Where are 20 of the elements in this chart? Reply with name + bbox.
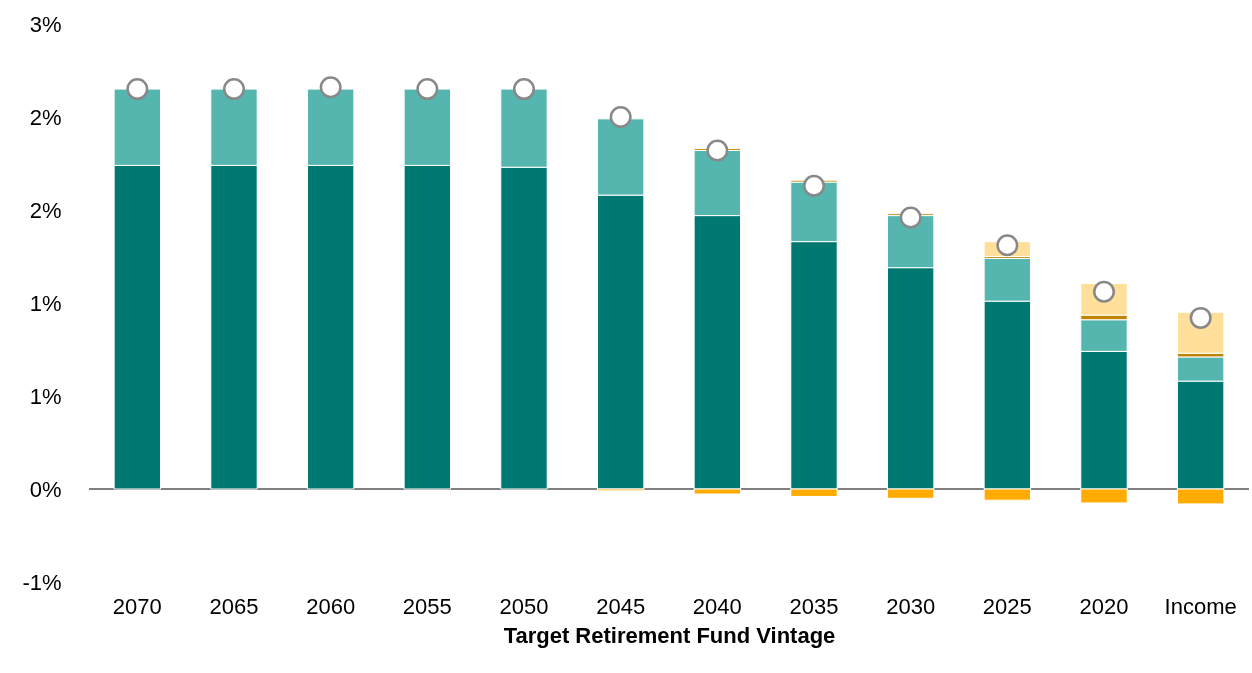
x-tick-label: 2055 bbox=[402, 593, 452, 619]
y-tick-label: 3% bbox=[29, 11, 62, 37]
y-tick-label: -1% bbox=[22, 569, 62, 595]
x-tick-label: 2070 bbox=[112, 593, 162, 619]
x-tick-label: 2050 bbox=[499, 593, 549, 619]
y-tick-label: 2% bbox=[29, 104, 62, 130]
x-tick-label: 2060 bbox=[306, 593, 356, 619]
x-axis-title: Target Retirement Fund Vintage bbox=[503, 622, 836, 648]
y-tick-label: 1% bbox=[29, 290, 62, 316]
x-tick-label: 2045 bbox=[596, 593, 646, 619]
x-tick-label: 2030 bbox=[886, 593, 936, 619]
x-tick-label: 2020 bbox=[1079, 593, 1129, 619]
y-tick-label: 0% bbox=[29, 476, 62, 502]
y-tick-label: 2% bbox=[29, 197, 62, 223]
x-tick-label: 2035 bbox=[789, 593, 839, 619]
x-tick-label: 2025 bbox=[982, 593, 1032, 619]
y-tick-label: 1% bbox=[29, 383, 62, 409]
x-tick-label: Income bbox=[1164, 593, 1237, 619]
x-tick-label: 2040 bbox=[692, 593, 742, 619]
x-tick-label: 2065 bbox=[209, 593, 259, 619]
